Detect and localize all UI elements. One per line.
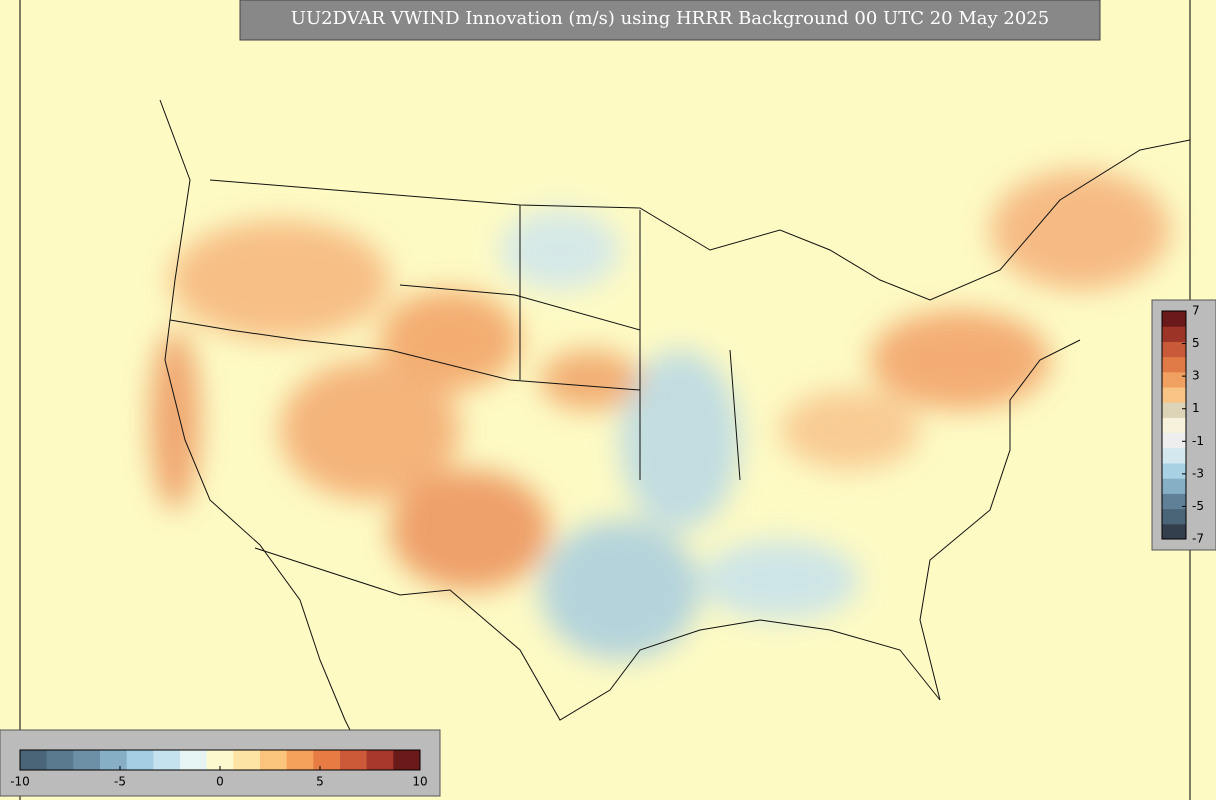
colorbar-tick-label: 3 [1192,369,1200,383]
colorbar-segment [206,750,234,770]
title: UU2DVAR VWIND Innovation (m/s) using HRR… [291,8,1049,29]
colorbar-segment [1162,523,1186,540]
colorbar-tick-label: -5 [1192,499,1204,513]
border [254,547,941,721]
colorbar-tick-label: 5 [316,775,324,789]
coastline [159,99,381,791]
coastline [919,339,1081,701]
colorbar-segment [1162,341,1186,358]
colorbar-segment [73,750,101,770]
border [209,139,1191,301]
colorbar-segment [1162,356,1186,373]
colorbar-tick-label: 5 [1192,336,1200,350]
colorbar-segment [1162,478,1186,494]
colorbar-segment [286,750,314,770]
state-borders [169,205,741,481]
colorbar-segment [1162,417,1186,434]
colorbar-segment [20,750,48,770]
colorbar-segment [100,750,128,770]
colorbar-tick-label: -3 [1192,466,1204,480]
colorbar-segment [233,750,261,770]
colorbar-tick-label: -1 [1192,434,1204,448]
colorbar-segment [1162,311,1186,327]
colorbar-segment [366,750,394,770]
colorbar-segment [1162,493,1186,510]
colorbar-segment [313,750,341,770]
colorbar-segment [340,750,368,770]
colorbar-segment [153,750,181,770]
colorbar-segment [180,750,208,770]
colorbar-segment [1162,463,1186,479]
colorbar-segment [1162,402,1186,418]
colorbar-segment [260,750,288,770]
colorbar-outline [1161,310,1187,540]
colorbar-tick-label: -5 [114,775,126,789]
colorbar-tick-label: -7 [1192,532,1204,546]
colorbar-segment [1162,447,1186,464]
colorbar-segment [1162,387,1186,403]
colorbar-segment [126,750,154,770]
colorbar-tick-label: 1 [1192,401,1200,415]
colorbar-segment [46,750,74,770]
colorbar-segment [393,750,421,770]
colorbar-tick-label: 10 [412,775,427,789]
title-box [239,0,1101,41]
innovation-field [150,170,1170,660]
colorbar-segment [1162,508,1186,525]
colorbar-segment [1162,432,1186,449]
colorbar-tick-label: 0 [216,775,224,789]
colorbar-tick-label: 7 [1192,304,1200,318]
colorbar-tick-label: -10 [10,775,30,789]
colorbar-segment [1162,371,1186,388]
colorbar-segment [1162,326,1186,342]
